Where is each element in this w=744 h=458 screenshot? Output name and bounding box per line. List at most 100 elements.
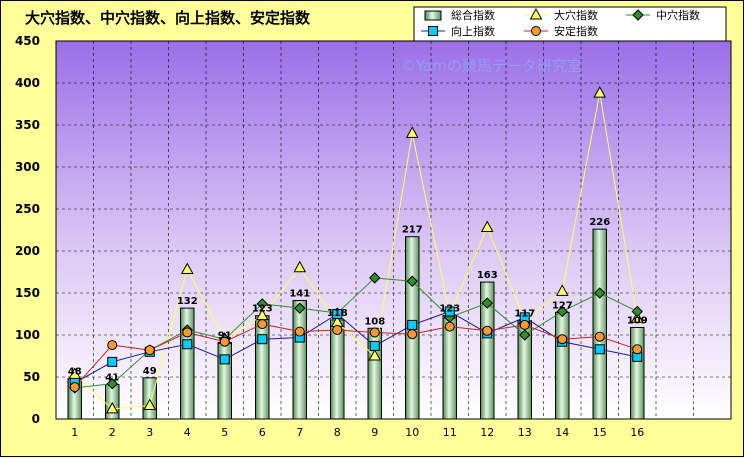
bar-総合指数	[142, 377, 157, 420]
bar-総合指数	[255, 315, 270, 420]
marker-中穴指数	[481, 297, 493, 309]
watermark-text: ©Yamの競馬データ研究室	[401, 57, 582, 75]
marker-安定指数	[182, 327, 193, 338]
marker-安定指数	[444, 321, 455, 332]
marker-中穴指数	[369, 272, 381, 284]
marker-向上指数	[332, 309, 343, 319]
marker-安定指数	[407, 329, 418, 340]
y-tick-label: 450	[15, 34, 40, 48]
marker-大穴指数	[593, 86, 607, 98]
x-tick-label: 11	[443, 426, 457, 439]
marker-中穴指数	[556, 305, 568, 318]
x-tick-label: 15	[593, 426, 607, 439]
y-tick-label: 200	[15, 244, 40, 258]
marker-向上指数	[182, 339, 193, 350]
legend-label: 総合指数	[451, 8, 495, 22]
legend-swatch-marker	[529, 7, 543, 20]
x-tick-label: 8	[334, 426, 341, 439]
x-tick-label: 7	[296, 426, 303, 439]
line-中穴指数	[74, 277, 638, 389]
marker-向上指数	[107, 356, 118, 367]
line-大穴指数	[74, 92, 638, 410]
bar-総合指数	[105, 384, 120, 420]
bar-data-label: 117	[514, 309, 535, 320]
marker-安定指数	[219, 336, 230, 347]
y-tick-label: 0	[32, 412, 40, 426]
legend-label: 大穴指数	[554, 8, 598, 22]
marker-安定指数	[257, 319, 268, 330]
bar-data-label: 49	[143, 366, 157, 377]
marker-中穴指数	[106, 378, 118, 390]
x-tick-label: 12	[480, 426, 494, 439]
x-tick-label: 2	[109, 426, 116, 439]
line-安定指数	[74, 323, 638, 388]
bar-data-label: 132	[177, 296, 198, 307]
x-tick-label: 14	[555, 426, 569, 439]
marker-大穴指数	[143, 398, 157, 411]
y-tick-label: 350	[15, 118, 40, 132]
marker-安定指数	[557, 334, 568, 345]
marker-安定指数	[107, 340, 118, 351]
legend-box	[413, 6, 727, 42]
x-tick-label: 4	[184, 426, 191, 439]
legend-swatch-bar	[424, 10, 442, 21]
y-tick-label: 150	[15, 286, 40, 300]
bar-layer	[67, 228, 645, 420]
marker-安定指数	[632, 344, 643, 355]
marker-layer	[68, 86, 644, 414]
chart-title: 大穴指数、中穴指数、向上指数、安定指数	[25, 9, 311, 27]
bar-総合指数	[480, 281, 495, 420]
marker-大穴指数	[630, 311, 644, 323]
legend-swatch-marker	[428, 26, 438, 36]
bar-総合指数	[592, 228, 607, 420]
bar-data-label: 48	[68, 367, 82, 378]
marker-安定指数	[332, 324, 343, 335]
y-tick-label: 400	[15, 76, 40, 90]
marker-向上指数	[369, 340, 380, 351]
y-tick-label: 50	[23, 370, 40, 384]
marker-中穴指数	[594, 287, 606, 299]
marker-向上指数	[594, 344, 605, 355]
marker-大穴指数	[555, 284, 569, 296]
bar-data-label: 226	[589, 217, 610, 228]
data-label-layer: 48 41 49 132 91 123 141 118 108 217 123 163 117 127 22…	[68, 217, 648, 383]
x-tick-label: 5	[221, 426, 228, 439]
legend-label: 向上指数	[451, 24, 495, 38]
legend-swatch-marker	[531, 26, 541, 36]
bar-data-label: 123	[252, 304, 273, 315]
y-tick-label: 100	[15, 328, 40, 342]
y-tick-label: 250	[15, 202, 40, 216]
marker-大穴指数	[105, 401, 119, 414]
bar-data-label: 108	[364, 316, 385, 327]
marker-中穴指数	[406, 275, 418, 287]
marker-大穴指数	[180, 262, 194, 274]
legend-label: 安定指数	[554, 24, 598, 38]
legend-swatch-marker	[632, 9, 644, 21]
marker-大穴指数	[368, 348, 382, 361]
bar-総合指数	[217, 342, 232, 420]
bar-総合指数	[292, 300, 307, 420]
x-tick-label: 1	[71, 426, 78, 439]
bar-data-label: 109	[627, 315, 648, 326]
x-tick-label: 10	[405, 426, 419, 439]
x-tick-label: 6	[259, 426, 266, 439]
x-tick-label: 16	[630, 426, 644, 439]
bar-data-label: 118	[327, 308, 348, 319]
marker-中穴指数	[519, 329, 531, 341]
marker-中穴指数	[256, 298, 268, 310]
marker-中穴指数	[294, 302, 306, 314]
marker-安定指数	[294, 326, 305, 337]
x-tick-label: 9	[371, 426, 378, 439]
bar-data-label: 163	[477, 270, 498, 281]
line-layer	[74, 92, 638, 410]
x-tick-label: 13	[518, 426, 532, 439]
x-tick-label: 3	[146, 426, 153, 439]
bar-data-label: 91	[218, 331, 232, 342]
legend-label: 中穴指数	[656, 8, 700, 22]
bar-data-label: 141	[289, 289, 310, 300]
